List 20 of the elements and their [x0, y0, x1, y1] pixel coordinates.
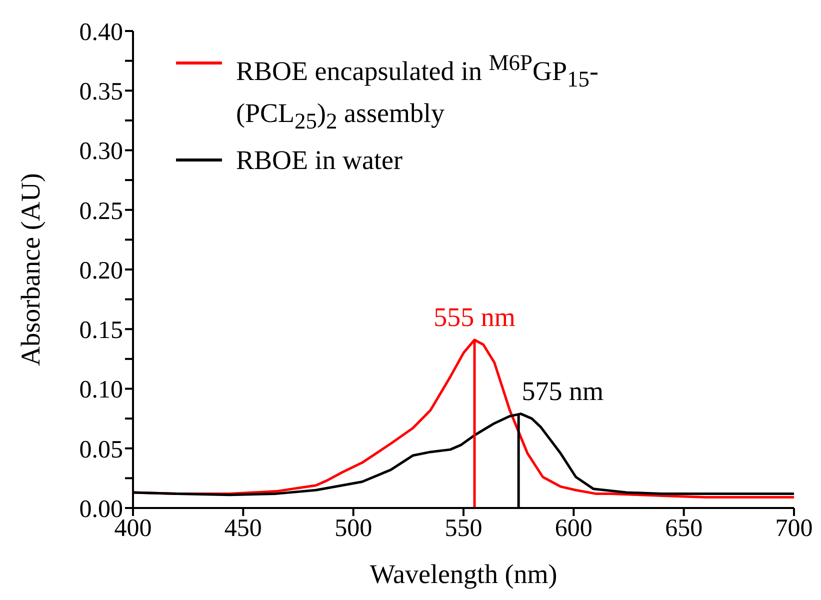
- x-tick-label: 600: [554, 514, 592, 542]
- y-tick-label: 0.10: [79, 376, 123, 404]
- y-tick-label: 0.35: [79, 78, 123, 106]
- y-tick-label: 0.20: [79, 257, 123, 284]
- x-axis-title: Wavelength (nm): [370, 559, 558, 589]
- x-tick-label: 650: [665, 514, 703, 542]
- y-tick-label: 0.30: [79, 138, 123, 166]
- y-tick-label: 0.15: [79, 317, 123, 344]
- x-tick-label: 700: [775, 514, 813, 542]
- y-tick-label: 0.05: [79, 436, 123, 464]
- legend-label: RBOE in water: [236, 144, 402, 177]
- annotation: 555 nm: [434, 302, 516, 332]
- x-tick-label: 500: [334, 514, 372, 542]
- y-tick-label: 0.40: [79, 18, 123, 46]
- annotation: 575 nm: [522, 376, 604, 406]
- text: RBOE encapsulated in $^{M6P}$GP$_{15}$-(PCL$_{25}$)$_{2}$ assembly: [236, 50, 598, 134]
- x-tick-label: 550: [444, 514, 482, 542]
- x-tick-label: 450: [224, 514, 262, 542]
- y-tick-label: 0.25: [79, 198, 123, 225]
- y-axis-title: Absorbance (AU): [16, 173, 46, 366]
